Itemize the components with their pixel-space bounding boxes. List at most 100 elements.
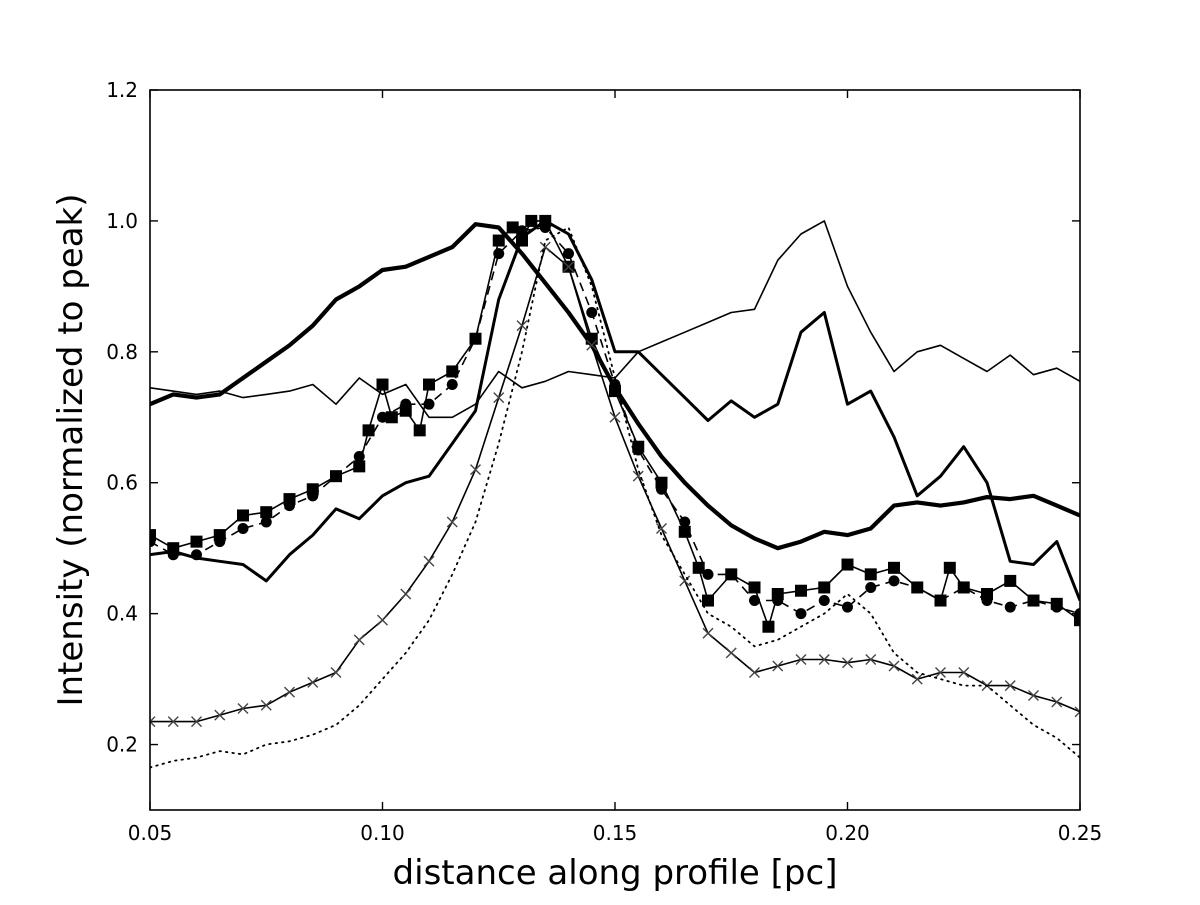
data-point-circle (1051, 601, 1063, 613)
data-point-square (692, 561, 705, 574)
data-point-x (284, 686, 295, 698)
data-point-circle (191, 549, 202, 561)
data-point-circle (842, 601, 853, 613)
data-point-circle (795, 608, 807, 620)
data-point-circle (609, 379, 621, 391)
data-point-circle (632, 444, 644, 456)
data-point-square (864, 568, 877, 581)
x-tick-label: 0.20 (825, 821, 870, 845)
data-point-circle (818, 595, 830, 607)
data-point-square (748, 581, 761, 594)
data-point-circle (214, 536, 226, 548)
data-point-x (539, 241, 551, 253)
ticks-layer: 0.05 0.10 0.15 0.20 0.25 0.2 0.4 0.6 0.8 1.0 1.2 (106, 78, 1102, 845)
data-point-square (190, 535, 203, 548)
data-point-circle (539, 221, 551, 233)
series-layer (150, 214, 1080, 769)
x-tick-label: 0.25 (1058, 821, 1103, 845)
x-axis-label: distance along profile [pc] (393, 853, 838, 893)
data-point-square (841, 558, 854, 571)
series-solid-thin (150, 220, 1080, 419)
data-point-x (911, 673, 923, 685)
data-point-circle (237, 523, 249, 535)
data-point-circle (656, 483, 667, 495)
data-point-circle (865, 581, 877, 593)
data-point-square (818, 581, 831, 594)
series-line (150, 220, 1080, 419)
data-point-x (214, 709, 226, 721)
data-point-x (516, 320, 528, 332)
data-point-circle (470, 333, 481, 345)
series-line (150, 246, 1080, 723)
x-tick-label: 0.05 (128, 821, 173, 845)
data-point-circle (586, 307, 598, 319)
plot-frame (149, 89, 1081, 811)
data-point-circle (260, 516, 272, 528)
data-point-x (888, 660, 900, 672)
y-tick-label: 1.0 (106, 209, 138, 233)
data-point-square (446, 365, 459, 378)
data-point-square (237, 509, 249, 522)
data-point-circle (400, 398, 412, 410)
series-solid-x-markers (150, 241, 1080, 728)
data-point-square (423, 378, 435, 391)
data-point-x (400, 588, 412, 600)
data-point-square (150, 529, 156, 542)
data-point-x (935, 667, 946, 679)
series-solid-square-markers (150, 214, 1080, 633)
series-dotted (150, 226, 1080, 769)
data-point-circle (772, 595, 784, 607)
data-point-square (1004, 574, 1017, 587)
y-axis-label: Intensity (normalized to peak) (51, 193, 91, 706)
data-point-x (330, 667, 342, 679)
data-point-circle (1004, 601, 1016, 613)
data-point-circle (377, 411, 388, 423)
data-point-square (943, 561, 956, 574)
data-point-x (191, 716, 202, 728)
y-tick-label: 1.2 (106, 78, 138, 102)
data-point-square (385, 411, 398, 424)
data-point-x (493, 392, 505, 404)
data-point-square (413, 424, 426, 437)
data-point-x (150, 716, 156, 728)
data-point-x (237, 703, 249, 715)
data-point-x (772, 660, 784, 672)
data-point-square (1074, 614, 1080, 627)
data-point-x (167, 716, 179, 728)
data-point-circle (423, 398, 435, 410)
data-point-x (563, 261, 574, 273)
series-solid-medium (150, 219, 1080, 602)
data-point-circle (284, 500, 295, 512)
data-point-x (423, 555, 435, 567)
data-point-circle (563, 248, 574, 260)
data-point-circle (888, 575, 900, 587)
data-point-x (446, 516, 458, 528)
data-point-square (376, 378, 389, 391)
data-point-x (795, 653, 807, 665)
data-point-x (307, 676, 319, 688)
data-point-x (586, 339, 598, 351)
data-point-circle (911, 581, 923, 593)
data-point-square (492, 234, 505, 247)
data-point-circle (446, 379, 458, 391)
data-point-x (656, 523, 667, 535)
data-point-square (762, 620, 775, 633)
data-point-x (1074, 706, 1080, 718)
series-line (150, 220, 1080, 628)
data-point-x (865, 653, 877, 665)
data-point-circle (307, 490, 319, 502)
data-point-x (842, 657, 853, 669)
data-point-circle (150, 536, 156, 548)
data-point-square (362, 424, 375, 437)
data-point-circle (167, 549, 179, 561)
data-point-circle (493, 248, 505, 260)
y-tick-label: 0.4 (106, 602, 138, 626)
data-point-x (702, 627, 714, 639)
x-tick-label: 0.15 (593, 821, 638, 845)
data-point-circle (935, 595, 946, 607)
data-point-x (1051, 696, 1063, 708)
data-point-circle (679, 516, 691, 528)
data-point-square (506, 221, 519, 234)
